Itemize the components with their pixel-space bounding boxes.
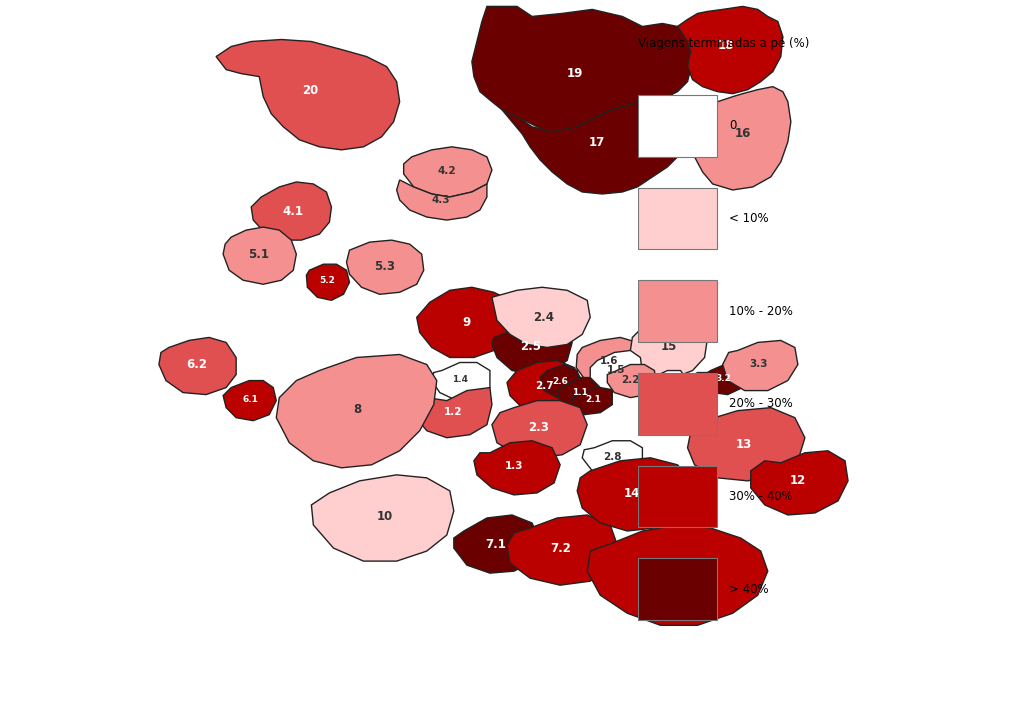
Text: 7.2: 7.2 <box>550 542 570 555</box>
Polygon shape <box>577 337 644 388</box>
Text: 2.4: 2.4 <box>534 311 554 324</box>
Text: 1.4: 1.4 <box>452 376 468 384</box>
Polygon shape <box>587 525 768 625</box>
Text: 2.2: 2.2 <box>622 375 640 385</box>
Text: 8: 8 <box>353 403 361 416</box>
Polygon shape <box>223 381 276 420</box>
Polygon shape <box>678 7 782 94</box>
Text: 5.1: 5.1 <box>249 247 269 260</box>
Polygon shape <box>502 102 681 194</box>
Text: 3.2: 3.2 <box>716 374 731 383</box>
Text: 2.5: 2.5 <box>520 340 541 353</box>
Text: 2.8: 2.8 <box>603 452 622 463</box>
Text: 10: 10 <box>377 510 393 523</box>
Polygon shape <box>631 318 708 378</box>
Polygon shape <box>607 365 656 397</box>
Text: 6.2: 6.2 <box>186 358 208 371</box>
Polygon shape <box>216 39 399 150</box>
Polygon shape <box>492 287 590 347</box>
Polygon shape <box>507 515 617 585</box>
Text: 3.3: 3.3 <box>750 359 768 369</box>
Text: 1.1: 1.1 <box>571 388 588 397</box>
Polygon shape <box>583 441 642 478</box>
Polygon shape <box>692 87 791 190</box>
Text: 19: 19 <box>567 67 584 80</box>
Text: 6.1: 6.1 <box>242 395 258 404</box>
Text: 2.3: 2.3 <box>528 421 549 434</box>
Polygon shape <box>311 475 454 561</box>
Text: 5.2: 5.2 <box>319 276 335 285</box>
Text: 11: 11 <box>670 566 686 579</box>
Polygon shape <box>306 264 349 300</box>
Polygon shape <box>346 240 424 294</box>
Text: 4.1: 4.1 <box>283 204 303 218</box>
Polygon shape <box>159 337 237 394</box>
Polygon shape <box>414 388 492 438</box>
Text: 13: 13 <box>736 438 752 451</box>
Polygon shape <box>540 365 581 397</box>
Polygon shape <box>276 355 437 468</box>
Text: 15: 15 <box>660 341 677 354</box>
Polygon shape <box>507 360 583 410</box>
Polygon shape <box>578 457 692 531</box>
Polygon shape <box>403 147 492 197</box>
Text: 3.4: 3.4 <box>658 381 675 390</box>
Polygon shape <box>751 451 848 515</box>
Polygon shape <box>472 7 692 132</box>
Polygon shape <box>223 227 296 284</box>
Polygon shape <box>432 362 489 401</box>
Polygon shape <box>723 341 798 391</box>
Polygon shape <box>396 180 487 220</box>
Text: 4.3: 4.3 <box>431 194 450 204</box>
Text: 9: 9 <box>463 316 471 329</box>
Polygon shape <box>492 401 587 457</box>
Text: 2.7: 2.7 <box>536 381 554 391</box>
Text: 1.3: 1.3 <box>505 461 523 471</box>
Polygon shape <box>647 370 687 401</box>
Polygon shape <box>557 378 600 410</box>
Polygon shape <box>251 182 332 240</box>
Text: 1.5: 1.5 <box>606 365 625 375</box>
Text: 1.6: 1.6 <box>600 357 618 367</box>
Polygon shape <box>705 365 744 394</box>
Text: 5.3: 5.3 <box>375 260 395 273</box>
Text: 7.1: 7.1 <box>484 537 506 550</box>
Polygon shape <box>492 320 572 375</box>
Polygon shape <box>590 350 642 391</box>
Polygon shape <box>474 441 560 495</box>
Polygon shape <box>454 515 540 573</box>
Text: 2.1: 2.1 <box>585 395 601 404</box>
Polygon shape <box>687 407 805 481</box>
Text: 16: 16 <box>734 127 751 140</box>
Text: 2.6: 2.6 <box>552 377 568 386</box>
Text: 17: 17 <box>589 136 605 149</box>
Text: 4.2: 4.2 <box>437 166 456 176</box>
Text: 3.1: 3.1 <box>689 384 705 392</box>
Polygon shape <box>572 384 612 415</box>
Polygon shape <box>680 373 718 405</box>
Text: 20: 20 <box>302 83 318 96</box>
Text: 14: 14 <box>625 486 641 500</box>
Text: 1.2: 1.2 <box>443 407 462 417</box>
Text: 18: 18 <box>718 39 734 52</box>
Polygon shape <box>417 287 514 357</box>
Text: 12: 12 <box>791 473 806 486</box>
